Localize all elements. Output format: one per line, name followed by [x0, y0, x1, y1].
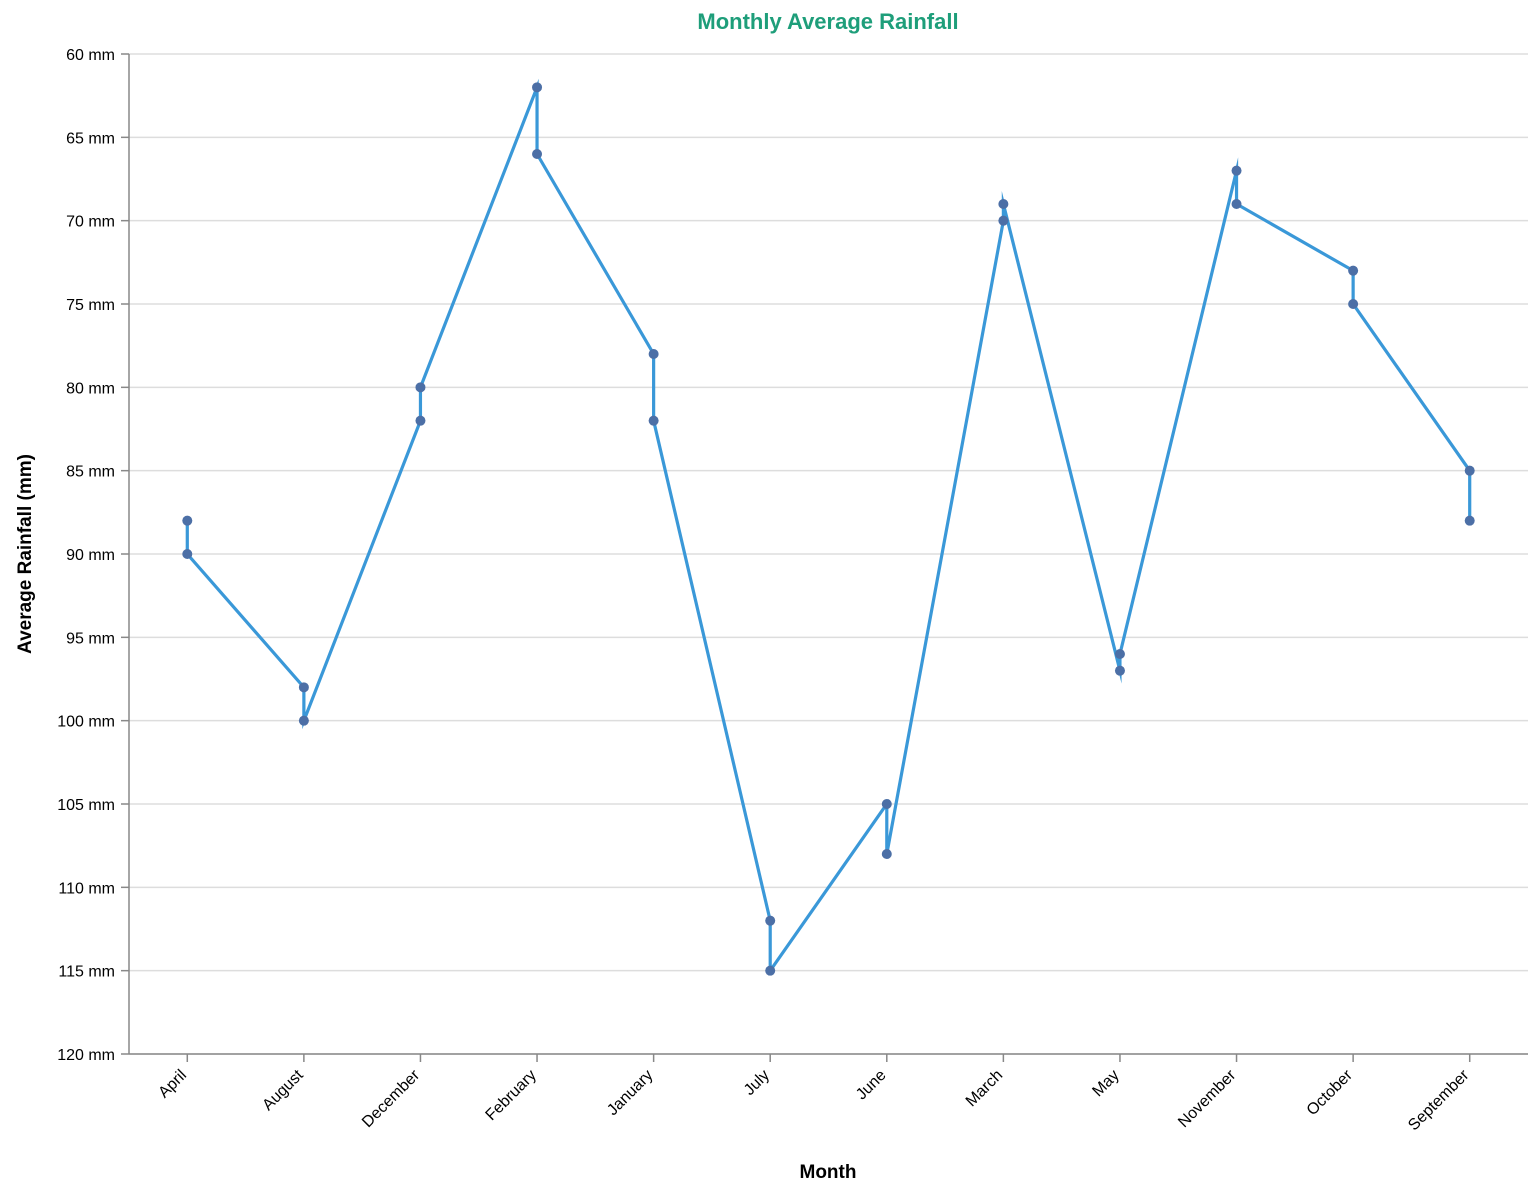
data-point[interactable] [298, 715, 309, 726]
data-point[interactable] [1231, 199, 1242, 209]
data-point[interactable] [1348, 299, 1359, 309]
data-point[interactable] [532, 149, 543, 159]
data-point[interactable] [1464, 515, 1475, 526]
data-point[interactable] [1114, 665, 1125, 676]
data-point[interactable] [648, 349, 659, 359]
y-tick-label: 100 mm [57, 714, 115, 731]
data-point[interactable] [648, 415, 659, 426]
data-point[interactable] [415, 415, 426, 426]
y-axis-ticks: 60 mm 65 mm 70 mm 75 mm 80 mm 85 mm 90 mm 95 mm… [57, 47, 129, 1064]
data-point[interactable] [1348, 265, 1359, 276]
x-tick-label: March [963, 1067, 1006, 1110]
data-point[interactable] [532, 82, 543, 93]
x-tick-label: February [483, 1067, 540, 1124]
y-tick-label: 115 mm [58, 964, 115, 981]
data-point[interactable] [881, 799, 892, 809]
chart-title: Monthly Average Rainfall [697, 9, 958, 34]
y-axis-title: Average Rainfall (mm) [15, 454, 36, 654]
x-axis-title: Month [800, 1162, 857, 1183]
data-point[interactable] [998, 215, 1009, 226]
data-point[interactable] [182, 549, 193, 559]
x-tick-label: May [1089, 1067, 1122, 1100]
x-tick-label: November [1175, 1066, 1240, 1131]
data-point[interactable] [765, 915, 776, 926]
x-tick-label: June [853, 1067, 890, 1104]
y-tick-label: 110 mm [58, 880, 115, 897]
data-point[interactable] [1114, 649, 1125, 659]
data-point[interactable] [182, 515, 193, 526]
data-point[interactable] [881, 849, 892, 859]
grid-lines [129, 53, 1528, 1055]
data-point[interactable] [1231, 165, 1242, 176]
data-point[interactable] [998, 199, 1009, 209]
rainfall-series [182, 78, 1475, 976]
y-tick-label: 70 mm [66, 214, 115, 231]
y-tick-label: 95 mm [66, 630, 115, 647]
y-tick-label: 105 mm [57, 797, 115, 814]
x-tick-label: July [741, 1067, 773, 1099]
data-point[interactable] [765, 965, 776, 976]
x-tick-label: August [259, 1066, 307, 1114]
data-point[interactable] [415, 382, 426, 393]
y-tick-label: 65 mm [66, 130, 115, 147]
y-tick-label: 120 mm [57, 1047, 115, 1064]
x-tick-label: December [359, 1066, 424, 1131]
data-point[interactable] [1464, 465, 1475, 476]
x-tick-label: January [604, 1067, 656, 1119]
x-axis-ticks: April August December February January July Ju… [155, 1054, 1473, 1134]
y-tick-label: 85 mm [66, 464, 115, 481]
y-tick-label: 75 mm [66, 297, 115, 314]
x-tick-label: April [155, 1067, 190, 1102]
x-tick-label: October [1304, 1066, 1357, 1119]
y-tick-label: 90 mm [66, 547, 115, 564]
y-tick-label: 80 mm [66, 380, 115, 397]
y-tick-label: 60 mm [66, 47, 115, 64]
x-tick-label: September [1405, 1066, 1473, 1134]
rainfall-line [185, 78, 1472, 976]
data-point[interactable] [298, 682, 309, 693]
